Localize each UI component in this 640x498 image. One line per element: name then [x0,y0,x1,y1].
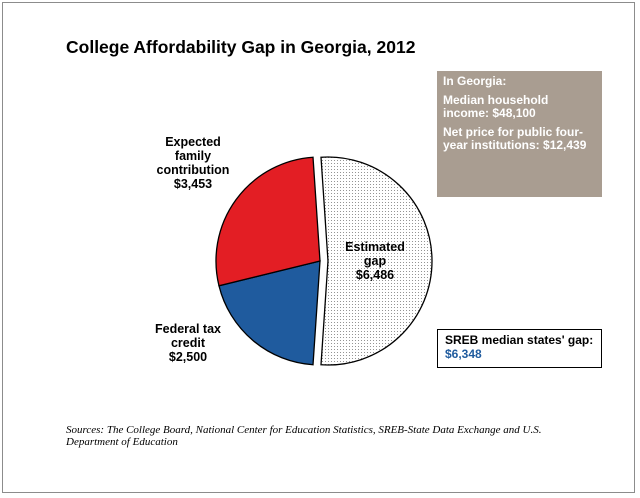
sreb-gap-value: $6,348 [445,347,482,361]
net-price-public-four-year: Net price for public four-year instituti… [443,124,587,152]
pie-slice-expected-family-contribution [215,156,321,287]
median-household-income: Median household income: $48,100 [443,92,549,120]
sreb-median-gap-box: SREB median states' gap: $6,348 [437,329,602,368]
sources-note: Sources: The College Board, National Cen… [66,424,542,448]
slice-label-expected-family-contribution: Expected family contribution $3,453 [156,135,230,191]
pie-slice-estimated-gap [320,156,433,366]
georgia-info-box: In Georgia: Median household income: $48… [437,71,602,197]
pie-slice-federal-tax-credit [218,260,321,366]
sreb-gap-label: SREB median states' gap: [445,333,594,347]
slice-label-federal-tax-credit: Federal tax credit $2,500 [154,322,221,364]
info-box-heading: In Georgia: [443,74,507,88]
chart-title: College Affordability Gap in Georgia, 20… [66,37,416,57]
slice-label-estimated-gap: Estimated gap $6,486 [345,240,405,282]
